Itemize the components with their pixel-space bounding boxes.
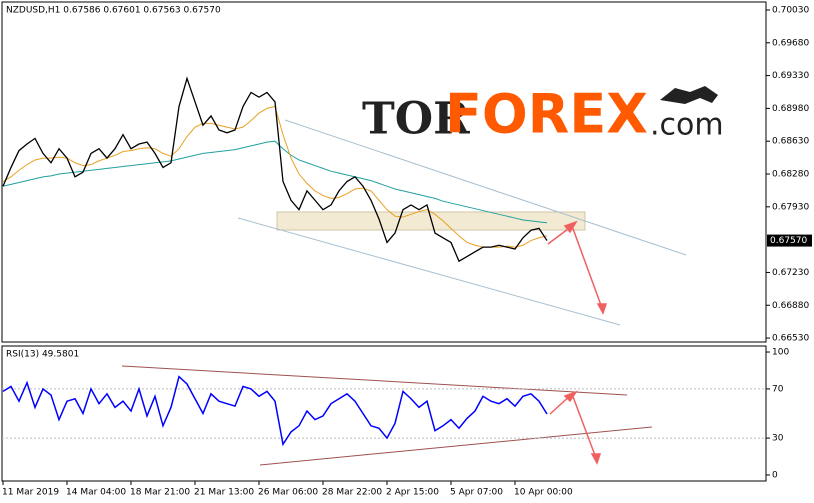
series-line: [2, 375, 548, 447]
y-tick-label: 0.68980: [772, 104, 809, 114]
watermark-com: .com: [650, 108, 724, 143]
rsi-tick-label: 0: [772, 470, 778, 480]
last-price-label: 0.67570: [770, 236, 807, 246]
x-tick-label: 2 Apr 15:00: [386, 488, 439, 498]
watermark-bull: [660, 86, 718, 104]
chart-title: NZDUSD,H1 0.67586 0.67601 0.67563 0.6757…: [6, 6, 221, 16]
arrow-head: [563, 220, 578, 234]
y-tick-label: 0.68630: [772, 137, 809, 147]
arrow-head: [596, 303, 608, 315]
x-tick-label: 18 Mar 21:00: [130, 488, 190, 498]
rsi-panel: [1, 345, 767, 482]
rsi-tick-label: 100: [772, 348, 789, 358]
rsi-tick-label: 70: [772, 384, 784, 394]
series-line: [2, 140, 548, 224]
x-tick-label: 28 Mar 22:00: [322, 488, 382, 498]
forecast-arrows: [547, 220, 608, 465]
x-tick-label: 5 Apr 07:00: [450, 488, 503, 498]
x-tick-label: 10 Apr 00:00: [514, 488, 573, 498]
watermark-tor: TOR: [362, 94, 470, 145]
y-tick-label: 0.66530: [772, 334, 809, 344]
arrow-head: [590, 453, 602, 465]
x-tick-label: 11 Mar 2019: [2, 488, 59, 498]
x-tick-label: 21 Mar 13:00: [194, 488, 254, 498]
y-tick-label: 0.70030: [772, 5, 809, 15]
y-tick-label: 0.69330: [772, 71, 809, 81]
y-tick-label: 0.68280: [772, 170, 809, 180]
last-price-box: [767, 234, 812, 247]
rsi-tick-label: 30: [772, 434, 784, 444]
y-tick-label: 0.67230: [772, 268, 809, 278]
x-tick-label: 26 Mar 06:00: [258, 488, 318, 498]
y-tick-label: 0.66880: [772, 301, 809, 311]
watermark-forex: FOREX: [445, 83, 648, 146]
y-tick-label: 0.69680: [772, 38, 809, 48]
channel-line: [237, 217, 621, 326]
watermark: TOR FOREX .com: [362, 83, 724, 146]
rsi-title: RSI(13) 49.5801: [6, 350, 79, 360]
x-tick-label: 14 Mar 04:00: [66, 488, 126, 498]
rsi-trend-line: [121, 365, 628, 396]
y-tick-label: 0.67930: [772, 202, 809, 212]
arrow-head: [563, 390, 578, 403]
channel-line: [284, 119, 687, 256]
series-line: [2, 76, 548, 263]
price-panel: [1, 1, 767, 343]
